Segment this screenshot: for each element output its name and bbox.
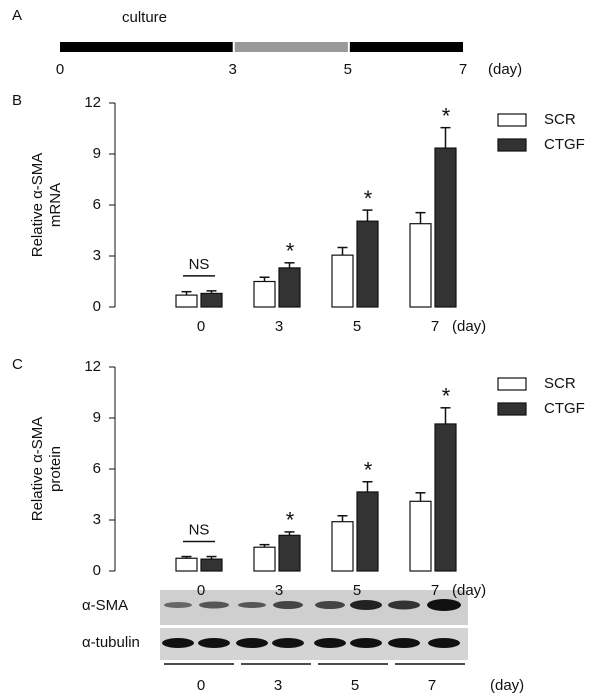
significance-label: NS bbox=[189, 256, 210, 273]
band bbox=[350, 600, 382, 610]
band bbox=[388, 600, 420, 610]
bar bbox=[278, 534, 301, 572]
y-tick-label: 9 bbox=[93, 409, 101, 426]
bar bbox=[409, 223, 432, 308]
y-tick-label: 0 bbox=[93, 298, 101, 315]
y-tick-label: 3 bbox=[93, 511, 101, 528]
y-tick-label: 6 bbox=[93, 196, 101, 213]
y-tick-label: 3 bbox=[93, 247, 101, 264]
y-tick-label: 12 bbox=[84, 94, 101, 111]
bar bbox=[200, 558, 223, 572]
timeline-segment bbox=[349, 42, 463, 52]
significance-mark: * bbox=[286, 239, 295, 264]
x-tick-label: 3 bbox=[275, 582, 283, 599]
y-tick-label: 12 bbox=[84, 358, 101, 375]
band bbox=[427, 599, 461, 611]
bar bbox=[175, 294, 198, 308]
bar bbox=[356, 220, 379, 308]
panel-label: B bbox=[12, 92, 22, 109]
bar bbox=[278, 267, 301, 308]
x-tick-label: 5 bbox=[344, 61, 352, 78]
significance-mark: * bbox=[442, 103, 451, 128]
band bbox=[388, 638, 420, 648]
bar bbox=[409, 500, 432, 572]
bar bbox=[434, 423, 457, 572]
bar bbox=[253, 546, 276, 572]
band bbox=[236, 638, 268, 648]
legend-label: SCR bbox=[544, 111, 576, 128]
band bbox=[350, 638, 382, 648]
x-tick-label: 3 bbox=[229, 61, 237, 78]
blot-group-label: 0 bbox=[197, 677, 205, 694]
band bbox=[199, 601, 229, 609]
significance-mark: * bbox=[442, 384, 451, 409]
x-tick-label: 7 bbox=[459, 61, 467, 78]
x-axis-label: (day) bbox=[488, 61, 522, 78]
y-axis-label: Relative α-SMA bbox=[29, 417, 46, 522]
x-axis-label: (day) bbox=[452, 582, 486, 599]
band bbox=[198, 638, 230, 648]
x-tick-label: 5 bbox=[353, 582, 361, 599]
blot-image bbox=[160, 590, 468, 660]
band bbox=[428, 638, 460, 648]
blot-group-label: 5 bbox=[351, 677, 359, 694]
bar bbox=[356, 491, 379, 572]
x-tick-label: 7 bbox=[431, 318, 439, 335]
blot-row-label: α-SMA bbox=[82, 597, 128, 614]
y-axis-label: protein bbox=[47, 446, 64, 492]
blot-unit-label: (day) bbox=[490, 677, 524, 694]
band bbox=[162, 638, 194, 648]
blot-row-label: α-tubulin bbox=[82, 634, 140, 651]
bar bbox=[331, 254, 354, 308]
legend-label: CTGF bbox=[544, 136, 585, 153]
panel-label: A bbox=[12, 7, 22, 24]
legend-swatch bbox=[497, 377, 527, 391]
blot-group-label: 3 bbox=[274, 677, 282, 694]
band bbox=[315, 601, 345, 609]
timeline-segment bbox=[234, 42, 348, 52]
bar bbox=[434, 147, 457, 308]
y-tick-label: 0 bbox=[93, 562, 101, 579]
panel-label: C bbox=[12, 356, 23, 373]
significance-label: NS bbox=[189, 522, 210, 539]
band bbox=[272, 638, 304, 648]
x-axis-label: (day) bbox=[452, 318, 486, 335]
legend-swatch bbox=[497, 138, 527, 152]
legend-swatch bbox=[497, 402, 527, 416]
y-axis-label: mRNA bbox=[47, 183, 64, 227]
significance-mark: * bbox=[364, 458, 373, 483]
bar bbox=[175, 557, 198, 572]
legend-swatch bbox=[497, 113, 527, 127]
band bbox=[164, 602, 192, 608]
tubulin-bands bbox=[162, 638, 460, 648]
sma-bands bbox=[164, 599, 461, 611]
bar bbox=[253, 280, 276, 308]
band bbox=[314, 638, 346, 648]
timeline-segment bbox=[60, 42, 233, 52]
band bbox=[238, 602, 266, 608]
y-tick-label: 6 bbox=[93, 460, 101, 477]
legend-label: CTGF bbox=[544, 400, 585, 417]
x-tick-label: 7 bbox=[431, 582, 439, 599]
y-tick-label: 9 bbox=[93, 145, 101, 162]
x-tick-label: 0 bbox=[56, 61, 64, 78]
significance-mark: * bbox=[286, 508, 295, 533]
x-tick-label: 0 bbox=[197, 582, 205, 599]
significance-mark: * bbox=[364, 186, 373, 211]
x-tick-label: 5 bbox=[353, 318, 361, 335]
y-axis-label: Relative α-SMA bbox=[29, 153, 46, 258]
x-tick-label: 0 bbox=[197, 318, 205, 335]
band bbox=[273, 601, 303, 609]
legend-label: SCR bbox=[544, 375, 576, 392]
x-tick-label: 3 bbox=[275, 318, 283, 335]
annotation: culture bbox=[122, 9, 167, 26]
bar bbox=[200, 292, 223, 308]
bar bbox=[331, 521, 354, 572]
blot-group-label: 7 bbox=[428, 677, 436, 694]
